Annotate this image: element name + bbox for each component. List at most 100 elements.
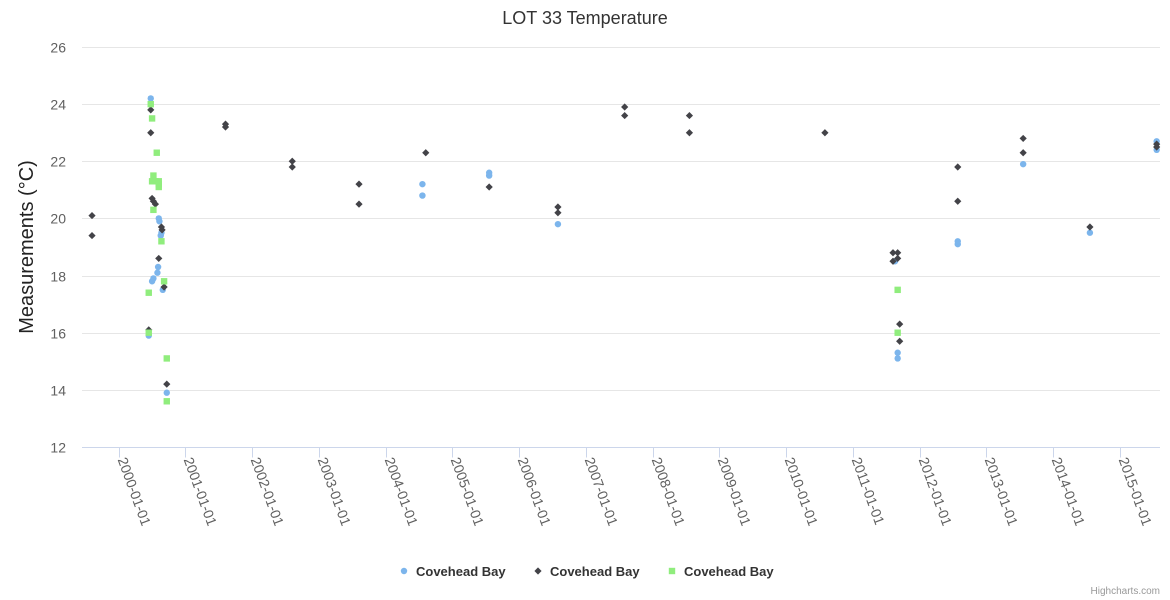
y-tick-label: 16 <box>50 326 66 342</box>
data-point-square[interactable] <box>163 355 170 362</box>
data-point-circle[interactable] <box>419 180 426 188</box>
y-tick-label: 20 <box>50 211 66 227</box>
data-point-square[interactable] <box>148 178 156 185</box>
data-point-diamond[interactable] <box>355 180 363 188</box>
data-point-diamond[interactable] <box>896 337 904 345</box>
data-point-diamond[interactable] <box>160 283 168 291</box>
x-tick-label: 2003-01-01 <box>315 455 355 528</box>
data-point-diamond[interactable] <box>621 111 629 120</box>
data-point-diamond[interactable] <box>485 183 493 191</box>
data-point-diamond[interactable] <box>894 249 902 257</box>
data-point-circle[interactable] <box>154 269 161 276</box>
data-point-diamond[interactable] <box>954 197 962 205</box>
series-1-circle <box>145 95 1160 396</box>
data-point-diamond[interactable] <box>422 149 430 157</box>
data-point-circle[interactable] <box>1019 160 1027 168</box>
data-point-circle[interactable] <box>419 192 426 199</box>
x-tick-label: 2002-01-01 <box>248 455 288 528</box>
data-point-diamond[interactable] <box>1019 134 1027 143</box>
data-point-diamond[interactable] <box>147 106 155 114</box>
x-tick-label: 2004-01-01 <box>382 455 422 528</box>
data-point-square[interactable] <box>145 289 152 296</box>
series-3-square <box>145 100 901 405</box>
x-tick-label: 2010-01-01 <box>782 455 822 528</box>
x-tick-label: 2012-01-01 <box>916 455 956 528</box>
legend-item-1[interactable]: Covehead Bay <box>400 564 507 579</box>
data-point-diamond[interactable] <box>1019 149 1027 157</box>
data-point-diamond[interactable] <box>1086 223 1094 231</box>
x-tick-label: 2005-01-01 <box>448 455 488 528</box>
data-point-square[interactable] <box>147 100 154 108</box>
data-point-diamond[interactable] <box>889 249 897 257</box>
data-point-square[interactable] <box>153 149 160 156</box>
data-point-circle[interactable] <box>954 240 961 248</box>
data-point-circle[interactable] <box>156 218 163 225</box>
data-point-square[interactable] <box>158 238 165 245</box>
data-point-diamond[interactable] <box>621 103 629 111</box>
data-point-diamond[interactable] <box>155 254 163 263</box>
data-point-square[interactable] <box>155 178 162 185</box>
legend-label[interactable]: Covehead Bay <box>684 564 774 579</box>
legend-symbol-diamond[interactable] <box>534 567 542 575</box>
legend[interactable]: Covehead Bay Covehead Bay Covehead Bay <box>400 564 775 579</box>
data-point-square[interactable] <box>163 398 170 405</box>
data-point-diamond[interactable] <box>1153 143 1161 151</box>
data-point-diamond[interactable] <box>894 254 902 263</box>
legend-label[interactable]: Covehead Bay <box>416 564 506 579</box>
data-point-square[interactable] <box>894 329 901 336</box>
data-point-square[interactable] <box>894 286 901 294</box>
data-point-square[interactable] <box>152 178 159 185</box>
y-tick-label: 26 <box>50 40 66 56</box>
data-point-diamond[interactable] <box>889 257 897 265</box>
data-point-diamond[interactable] <box>954 163 962 171</box>
data-point-diamond[interactable] <box>288 163 296 171</box>
data-point-diamond[interactable] <box>554 203 562 211</box>
series-2-diamond <box>88 103 1161 388</box>
data-points <box>88 95 1161 405</box>
data-point-circle[interactable] <box>1086 229 1094 236</box>
credits-link[interactable]: Highcharts.com <box>1091 586 1160 597</box>
legend-symbol-circle[interactable] <box>400 567 408 575</box>
legend-label[interactable]: Covehead Bay <box>550 564 640 579</box>
data-point-circle[interactable] <box>894 355 901 362</box>
data-point-diamond[interactable] <box>147 129 155 137</box>
data-point-square[interactable] <box>148 115 156 122</box>
data-point-circle[interactable] <box>147 95 154 102</box>
data-point-diamond[interactable] <box>685 111 694 120</box>
data-point-diamond[interactable] <box>355 200 363 208</box>
data-point-square[interactable] <box>145 329 152 336</box>
data-point-square[interactable] <box>150 206 157 214</box>
chart-title: LOT 33 Temperature <box>502 8 667 28</box>
y-tick-label: 18 <box>50 269 66 285</box>
data-point-diamond[interactable] <box>685 129 694 137</box>
data-point-diamond[interactable] <box>158 226 166 234</box>
data-point-square[interactable] <box>155 183 162 191</box>
data-point-circle[interactable] <box>554 220 562 228</box>
data-point-circle[interactable] <box>150 275 157 282</box>
legend-symbol-square[interactable] <box>668 567 676 575</box>
y-tick-label: 22 <box>50 154 66 170</box>
data-point-diamond[interactable] <box>88 231 96 240</box>
data-point-square[interactable] <box>150 172 157 179</box>
y-tick-label: 12 <box>50 440 66 456</box>
legend-item-2[interactable]: Covehead Bay <box>534 564 640 579</box>
grid-lines <box>82 47 1160 391</box>
legend-item-3[interactable]: Covehead Bay <box>668 564 775 579</box>
data-point-circle[interactable] <box>894 349 901 356</box>
x-tick-label: 2006-01-01 <box>515 455 555 528</box>
data-point-diamond[interactable] <box>88 211 96 220</box>
data-point-diamond[interactable] <box>163 380 171 388</box>
data-point-circle[interactable] <box>163 389 170 396</box>
data-point-diamond[interactable] <box>821 129 829 137</box>
data-point-circle[interactable] <box>154 263 162 271</box>
data-point-diamond[interactable] <box>896 320 904 328</box>
data-point-diamond[interactable] <box>554 209 562 217</box>
data-point-square[interactable] <box>160 278 168 285</box>
data-point-circle[interactable] <box>485 172 493 179</box>
data-point-diamond[interactable] <box>151 200 160 208</box>
data-point-diamond[interactable] <box>221 123 230 131</box>
data-point-diamond[interactable] <box>288 157 296 165</box>
y-tick-label: 24 <box>50 97 66 113</box>
